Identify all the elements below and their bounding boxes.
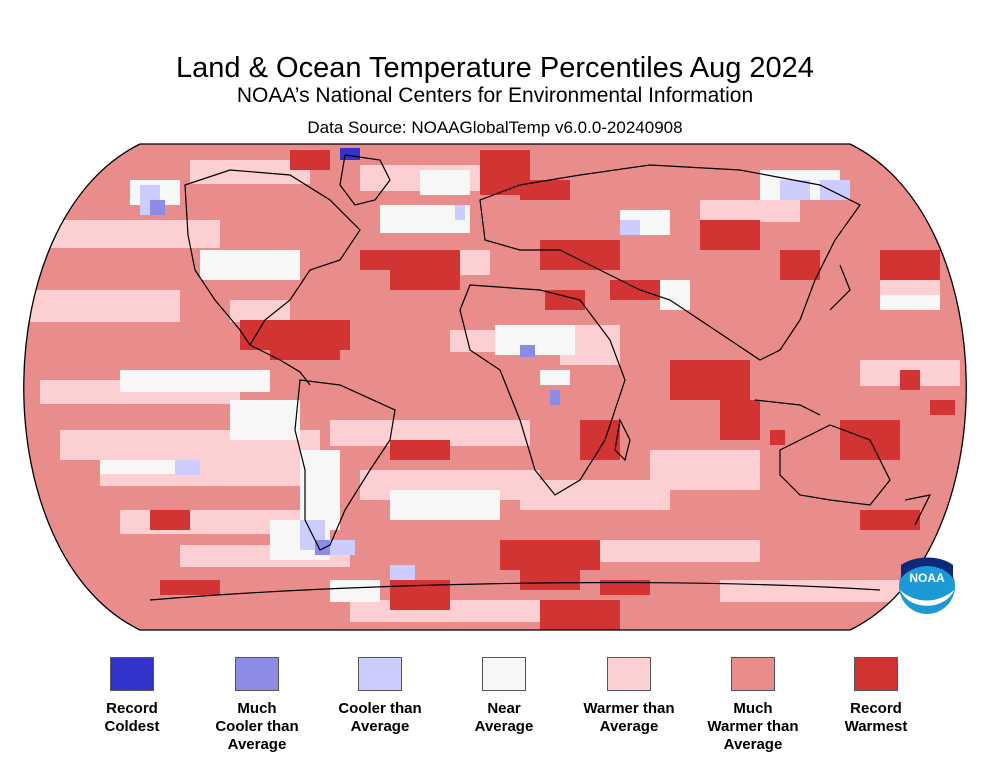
legend-swatch <box>731 657 775 691</box>
coast-north-america <box>184 169 361 347</box>
record-warmest-cells <box>150 150 955 630</box>
legend-label: Warmer than Average <box>583 700 675 735</box>
coast-madagascar <box>614 418 631 462</box>
record-coldest-cells <box>340 148 360 160</box>
coast-japan <box>829 264 851 311</box>
noaa-logo-text: NOAA <box>909 571 945 585</box>
legend-item-record-coldest: Record Coldest <box>72 657 192 736</box>
coast-indonesia <box>754 399 821 416</box>
legend-label: Record Coldest <box>104 700 160 735</box>
legend-swatch <box>854 657 898 691</box>
legend-swatch <box>482 657 526 691</box>
coast-greenland <box>339 154 391 206</box>
legend-swatch <box>607 657 651 691</box>
legend-label: Cooler than Average <box>338 700 422 735</box>
coast-south-america <box>294 379 396 551</box>
legend-item-cooler: Cooler than Average <box>320 657 440 736</box>
legend-item-near-average: Near Average <box>444 657 564 736</box>
legend-item-record-warmest: Record Warmest <box>816 657 936 736</box>
legend-swatch <box>110 657 154 691</box>
map-title: Land & Ocean Temperature Percentiles Aug… <box>176 52 814 84</box>
coast-australia <box>779 424 891 506</box>
legend-swatch <box>358 657 402 691</box>
coast-central-america <box>249 344 311 386</box>
data-source: Data Source: NOAAGlobalTemp v6.0.0-20240… <box>307 118 683 137</box>
legend-label: Much Cooler than Average <box>215 700 299 753</box>
legend-label: Much Warmer than Average <box>707 700 799 753</box>
coastlines <box>149 154 932 601</box>
legend-item-much-warmer: Much Warmer than Average <box>693 657 813 754</box>
legend-item-warmer: Warmer than Average <box>569 657 689 736</box>
map-subtitle: NOAA’s National Centers for Environmenta… <box>236 84 754 107</box>
legend-swatch <box>235 657 279 691</box>
coast-new-zealand <box>904 494 932 526</box>
legend-label: Record Warmest <box>844 700 908 735</box>
noaa-logo: NOAA <box>899 557 955 614</box>
legend-item-much-cooler: Much Cooler than Average <box>197 657 317 754</box>
legend-label: Near Average <box>474 700 534 735</box>
coast-africa <box>459 284 626 496</box>
coast-antarctica <box>149 581 881 601</box>
map-outline <box>23 143 967 631</box>
coast-europe-asia <box>479 164 861 361</box>
much-cooler-than-average-cells <box>150 200 560 555</box>
